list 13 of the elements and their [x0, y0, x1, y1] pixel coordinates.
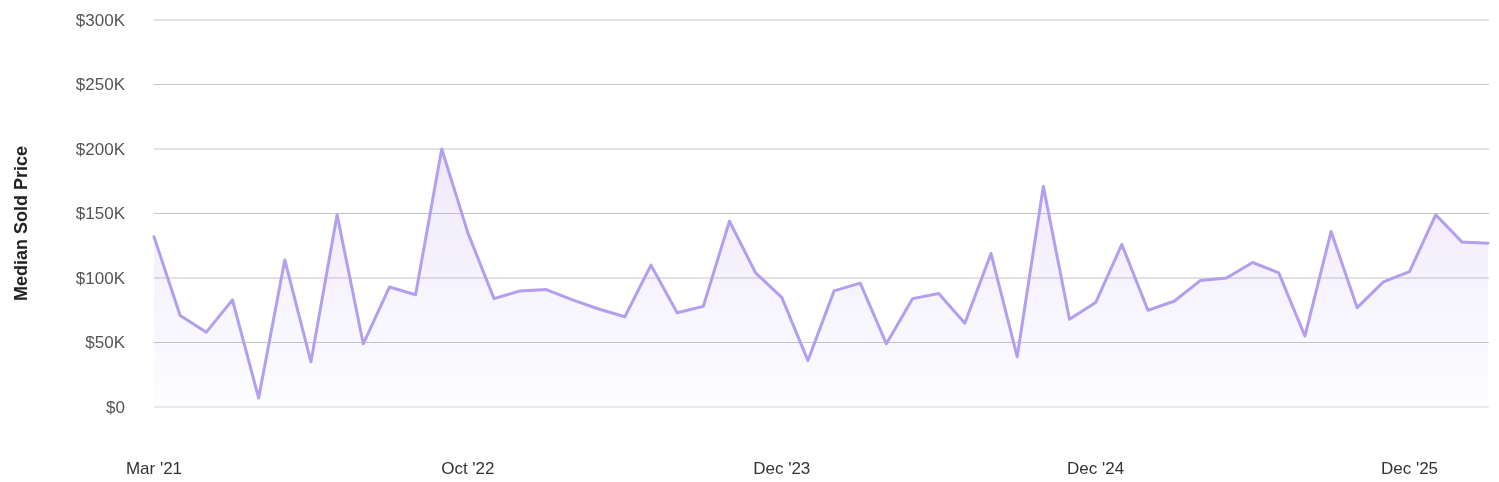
y-tick-label: $150K: [75, 204, 126, 224]
y-tick-label: $250K: [75, 75, 126, 95]
y-tick-label: $300K: [75, 10, 126, 30]
x-tick-label: Dec '23: [753, 459, 811, 478]
y-axis-title: Median Sold Price: [11, 145, 31, 302]
x-tick-label: Dec '24: [1067, 459, 1125, 478]
x-tick-label: Mar '21: [125, 459, 183, 478]
x-tick-label: Dec '25: [1380, 459, 1439, 478]
y-tick-label: $200K: [75, 139, 126, 159]
y-tick-label: $50K: [85, 333, 126, 353]
y-tick-label: $100K: [75, 268, 126, 288]
y-tick-label: $0: [106, 397, 125, 417]
x-tick-label: Oct '22: [441, 459, 495, 478]
